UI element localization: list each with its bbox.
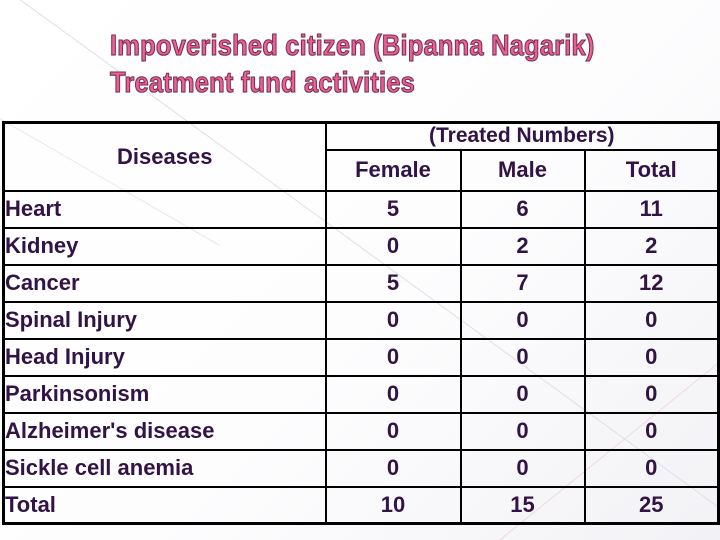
female-cell: 0: [324, 374, 462, 414]
disease-cell: Head Injury: [2, 337, 327, 377]
table-row: Kidney 0 2 2: [2, 226, 720, 266]
table-row: Sickle cell anemia 0 0 0: [2, 448, 720, 488]
male-cell: 7: [459, 263, 586, 303]
table-row-total: Total 10 15 25: [2, 485, 720, 525]
total-cell: 0: [583, 337, 720, 377]
total-cell: 0: [583, 374, 720, 414]
disease-cell: Heart: [2, 189, 327, 229]
treatment-table: Diseases (Treated Numbers) Female Male T…: [2, 121, 720, 525]
disease-cell: Cancer: [2, 263, 327, 303]
female-cell: 5: [324, 263, 462, 303]
diseases-column-header: Diseases: [2, 121, 327, 192]
disease-cell: Total: [2, 485, 327, 525]
table-row: Head Injury 0 0 0: [2, 337, 720, 377]
disease-cell: Spinal Injury: [2, 300, 327, 340]
total-cell: 0: [583, 448, 720, 488]
female-cell: 0: [324, 337, 462, 377]
male-cell: 0: [459, 374, 586, 414]
title-line-1: Impoverished citizen (Bipanna Nagarik): [110, 29, 595, 62]
total-cell: 12: [583, 263, 720, 303]
female-cell: 5: [324, 189, 462, 229]
table-row: Heart 5 6 11: [2, 189, 720, 229]
table-row: Alzheimer's disease 0 0 0: [2, 411, 720, 451]
total-cell: 25: [583, 485, 720, 525]
title-line-2: Treatment fund activities: [110, 66, 416, 99]
total-column-header: Total: [583, 148, 720, 192]
male-cell: 2: [459, 226, 586, 266]
male-cell: 6: [459, 189, 586, 229]
disease-cell: Kidney: [2, 226, 327, 266]
table-row: Spinal Injury 0 0 0: [2, 300, 720, 340]
table-row: Cancer 5 7 12: [2, 263, 720, 303]
male-cell: 0: [459, 448, 586, 488]
female-column-header: Female: [324, 148, 462, 192]
female-cell: 0: [324, 411, 462, 451]
male-cell: 15: [459, 485, 586, 525]
disease-cell: Alzheimer's disease: [2, 411, 327, 451]
male-cell: 0: [459, 300, 586, 340]
table-row: Parkinsonism 0 0 0: [2, 374, 720, 414]
table-header-row-group: Diseases (Treated Numbers): [2, 121, 720, 192]
total-cell: 0: [583, 411, 720, 451]
table-header-row-sub: Female Male Total: [4, 148, 720, 192]
male-cell: 0: [459, 411, 586, 451]
female-cell: 10: [324, 485, 462, 525]
slide-title: Impoverished citizen (Bipanna Nagarik) T…: [110, 28, 661, 102]
male-column-header: Male: [459, 148, 586, 192]
total-cell: 2: [583, 226, 720, 266]
female-cell: 0: [324, 448, 462, 488]
female-cell: 0: [324, 300, 462, 340]
male-cell: 0: [459, 337, 586, 377]
treated-numbers-header: (Treated Numbers): [324, 121, 720, 151]
female-cell: 0: [324, 226, 462, 266]
disease-cell: Sickle cell anemia: [2, 448, 327, 488]
total-cell: 11: [583, 189, 720, 229]
total-cell: 0: [583, 300, 720, 340]
disease-cell: Parkinsonism: [2, 374, 327, 414]
